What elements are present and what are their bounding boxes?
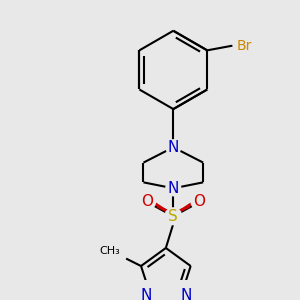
Text: N: N [180, 288, 191, 300]
Circle shape [165, 208, 182, 225]
Circle shape [139, 193, 156, 210]
Circle shape [166, 140, 181, 155]
Text: Br: Br [237, 39, 252, 53]
Text: CH₃: CH₃ [100, 246, 121, 256]
Text: S: S [168, 209, 178, 224]
Text: O: O [194, 194, 206, 209]
Text: N: N [168, 140, 179, 155]
Text: N: N [168, 181, 179, 196]
Text: N: N [140, 288, 152, 300]
Circle shape [138, 288, 153, 300]
Circle shape [166, 181, 181, 196]
Text: O: O [141, 194, 153, 209]
Circle shape [191, 193, 208, 210]
Circle shape [178, 288, 193, 300]
